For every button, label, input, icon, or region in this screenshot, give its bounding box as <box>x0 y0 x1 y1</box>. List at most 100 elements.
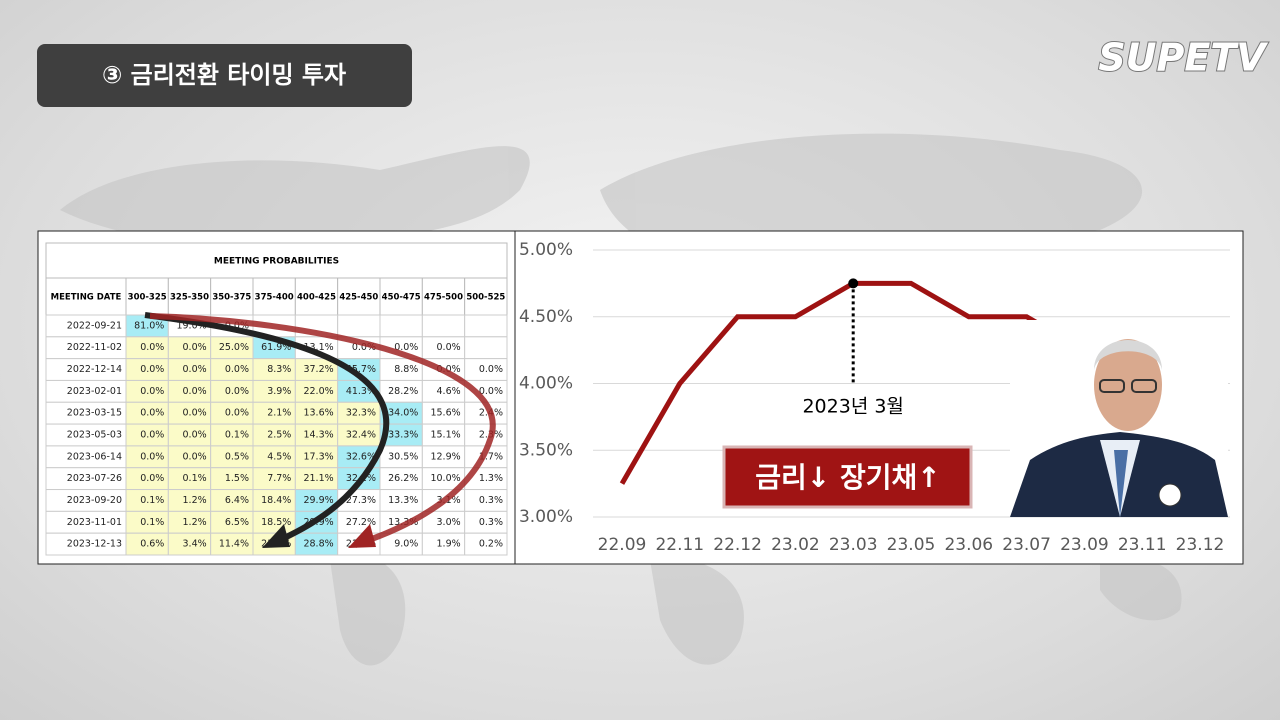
x-tick-label: 23.11 <box>1118 535 1167 555</box>
meeting-date: 2023-03-15 <box>67 408 122 419</box>
meeting-date: 2023-06-14 <box>67 451 122 462</box>
probability: 3.0% <box>437 517 461 528</box>
column-header: MEETING DATE <box>51 293 122 303</box>
x-tick-label: 22.11 <box>655 535 704 555</box>
meeting-date: 2022-11-02 <box>67 342 122 353</box>
meeting-date: 2023-02-01 <box>67 386 122 397</box>
probability: 18.5% <box>261 517 291 528</box>
probability: 1.2% <box>183 517 207 528</box>
probability: 41.3% <box>346 386 376 397</box>
probability: 15.6% <box>430 408 460 419</box>
meeting-date: 2023-07-26 <box>67 473 122 484</box>
probability: 0.0% <box>140 408 164 419</box>
probability: 0.0% <box>140 342 164 353</box>
x-tick-label: 23.06 <box>944 535 993 555</box>
probability: 37.2% <box>303 364 333 375</box>
probability: 12.9% <box>430 451 460 462</box>
probability: 1.7% <box>479 451 503 462</box>
column-header: 300-325 <box>128 293 167 303</box>
probability: 26.2% <box>388 473 418 484</box>
probability: 3.4% <box>183 539 207 550</box>
probability: 0.1% <box>140 517 164 528</box>
probability: 6.5% <box>225 517 249 528</box>
probability: 0.2% <box>479 539 503 550</box>
cell <box>421 314 466 338</box>
probability: 13.3% <box>388 495 418 506</box>
column-header: 500-525 <box>466 293 505 303</box>
x-tick-label: 23.05 <box>887 535 936 555</box>
probability: 1.5% <box>225 473 249 484</box>
header-cell <box>252 277 296 316</box>
probability: 0.1% <box>225 430 249 441</box>
x-tick-label: 23.07 <box>1002 535 1051 555</box>
probability: 4.6% <box>437 386 461 397</box>
probability: 0.0% <box>479 386 503 397</box>
probability: 32.6% <box>346 451 376 462</box>
probability: 81.0% <box>134 320 164 331</box>
probability: 0.6% <box>140 539 164 550</box>
probability: 0.1% <box>140 495 164 506</box>
probability: 1.9% <box>437 539 461 550</box>
y-tick-label: 5.00% <box>519 240 573 260</box>
cell <box>464 336 508 360</box>
probability: 0.3% <box>479 495 503 506</box>
table: MEETING PROBABILITIES MEETING DATE 300-325… <box>45 242 508 556</box>
probability: 1.3% <box>479 473 503 484</box>
probability: 0.0% <box>225 386 249 397</box>
x-tick-label: 23.02 <box>771 535 820 555</box>
probability: 13.6% <box>303 408 333 419</box>
probability: 61.9% <box>261 342 291 353</box>
column-header: 350-375 <box>212 293 251 303</box>
header-cell <box>167 277 212 316</box>
arrowhead-red <box>348 524 376 548</box>
probability: 0.0% <box>183 342 207 353</box>
probability: 21.1% <box>303 473 333 484</box>
probability: 7.7% <box>267 473 291 484</box>
probability: 0.0% <box>352 342 376 353</box>
meeting-date: 2023-05-03 <box>67 430 122 441</box>
line-chart: 3.00% 3.50% 4.00% 4.50% 5.00% 22.09 22.11 22.12… <box>519 240 1230 555</box>
probability: 0.0% <box>437 342 461 353</box>
probability: 0.0% <box>140 451 164 462</box>
probability: 27.2% <box>346 517 376 528</box>
probability: 10.0% <box>430 473 460 484</box>
column-header: 325-350 <box>170 293 209 303</box>
probability: 1.2% <box>183 495 207 506</box>
callout-box <box>722 445 973 509</box>
x-tick-label: 22.09 <box>598 535 647 555</box>
probability: 0.0% <box>183 386 207 397</box>
probability: 0.1% <box>183 473 207 484</box>
probability: 0.0% <box>140 386 164 397</box>
column-header: 450-475 <box>382 293 421 303</box>
probability: 14.3% <box>303 430 333 441</box>
probability: 2.1% <box>267 408 291 419</box>
probability: 17.3% <box>303 451 333 462</box>
probability: 29.9% <box>303 517 333 528</box>
y-tick-label: 3.00% <box>519 507 573 527</box>
probability: 28.8% <box>303 539 333 550</box>
header-cell <box>464 277 508 316</box>
meeting-date: 2022-12-14 <box>67 364 122 375</box>
y-tick-label: 4.50% <box>519 307 573 327</box>
x-tick-label: 22.12 <box>713 535 762 555</box>
meeting-date: 2023-09-20 <box>67 495 122 506</box>
probability: 19.0% <box>176 320 206 331</box>
title: ③ 금리전환 타이밍 투자 <box>102 61 346 89</box>
arrow-red <box>149 313 496 548</box>
probability: 13.1% <box>303 342 333 353</box>
probability: 8.3% <box>267 364 291 375</box>
probability: 0.0% <box>479 364 503 375</box>
y-tick-label: 4.00% <box>519 374 573 394</box>
y-tick-label: 3.50% <box>519 440 573 460</box>
annotation: 2023년 3월 <box>802 396 903 418</box>
probability: 0.0% <box>183 451 207 462</box>
probability: 32.3% <box>346 408 376 419</box>
cell <box>464 314 508 338</box>
x-tick-label: 23.12 <box>1176 535 1225 555</box>
cell <box>379 314 423 338</box>
probability: 0.0% <box>225 408 249 419</box>
probability: 0.0% <box>183 364 207 375</box>
probability: 0.0% <box>183 430 207 441</box>
